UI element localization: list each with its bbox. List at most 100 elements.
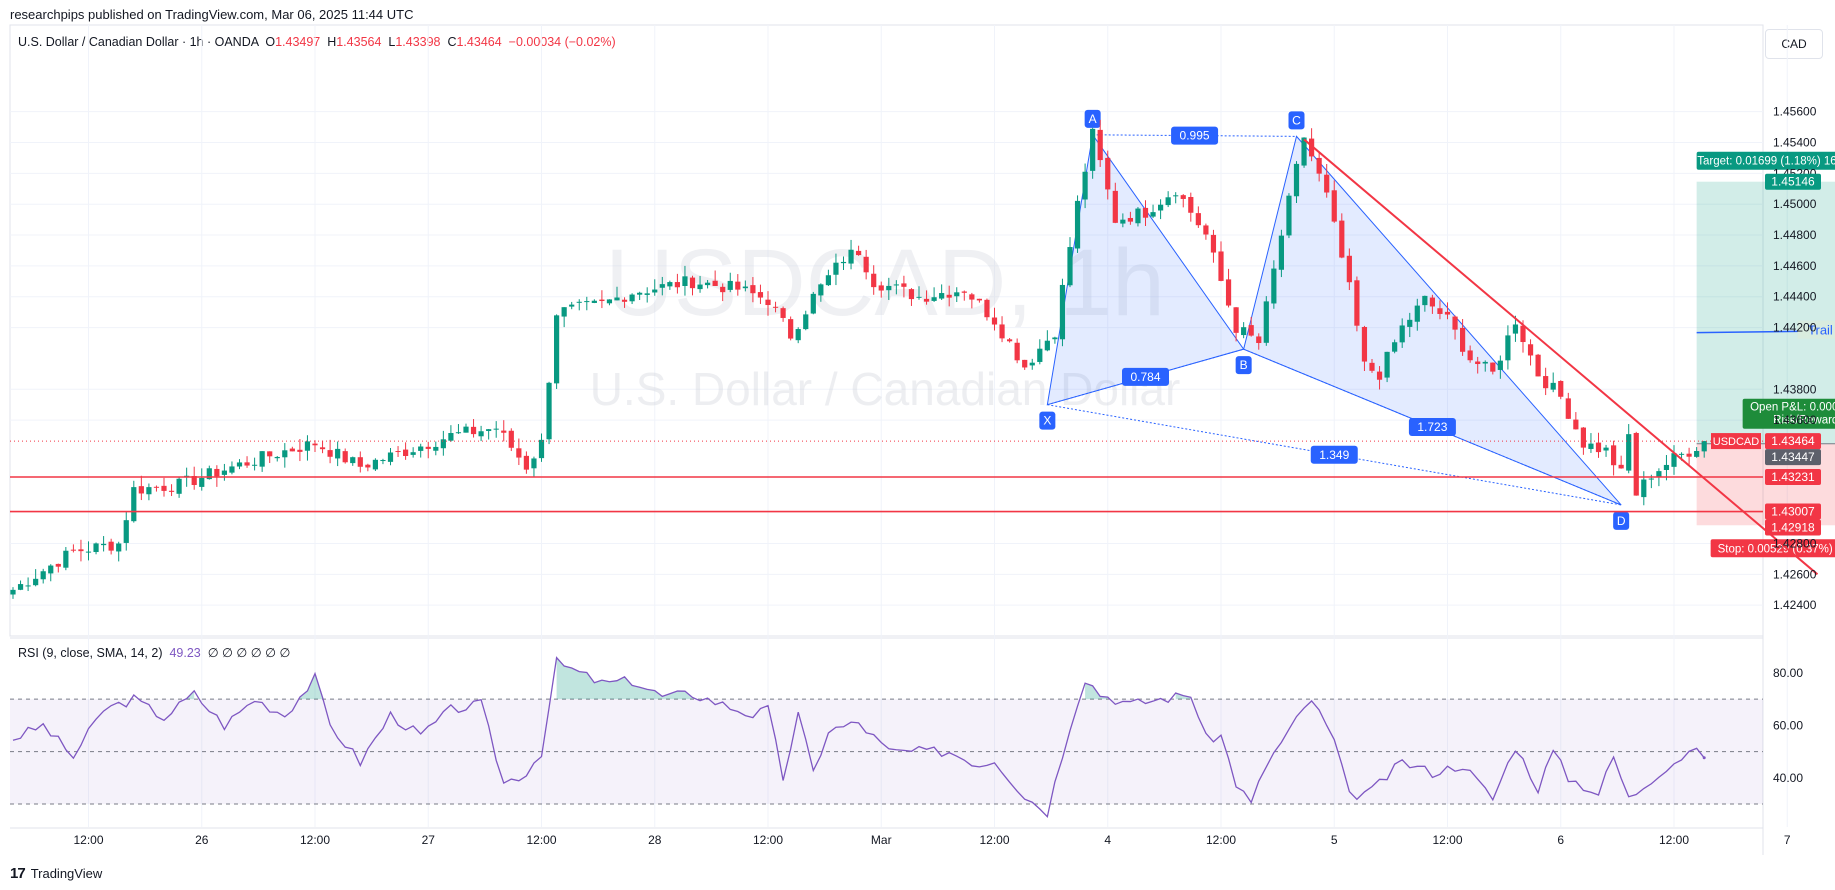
candle-body bbox=[901, 283, 907, 287]
candle-body bbox=[1384, 351, 1390, 378]
candle-body bbox=[1678, 453, 1685, 455]
candle-body bbox=[765, 299, 771, 306]
candle-body bbox=[1022, 359, 1028, 368]
candle-body bbox=[448, 433, 454, 441]
candle-body bbox=[493, 428, 499, 430]
axes-layer: 1.456001.454001.452001.450001.448001.446… bbox=[73, 105, 1821, 847]
trail-note-text: Trail SL to BE bbox=[1808, 323, 1835, 338]
target-badge bbox=[1696, 151, 1835, 170]
candle-body bbox=[591, 300, 597, 303]
candle-body bbox=[365, 464, 371, 468]
candle-body bbox=[795, 329, 801, 341]
candle-body bbox=[1505, 335, 1511, 361]
candle-body bbox=[410, 452, 416, 455]
symbol-price-badge bbox=[1711, 433, 1761, 450]
candle-body bbox=[1225, 279, 1232, 306]
time-tick-label: 12:00 bbox=[300, 833, 330, 847]
time-tick-label: 12:00 bbox=[753, 833, 783, 847]
price-tick-label: 1.44200 bbox=[1773, 321, 1817, 335]
candle-body bbox=[463, 426, 469, 433]
candle-body bbox=[1044, 340, 1050, 351]
candle-body bbox=[1037, 348, 1043, 362]
price-tick-label: 1.42400 bbox=[1773, 598, 1817, 612]
symbol-legend[interactable]: U.S. Dollar / Canadian Dollar · 1h · OAN… bbox=[18, 35, 616, 49]
candle-body bbox=[1460, 327, 1466, 352]
candle-body bbox=[387, 452, 394, 462]
candle-body bbox=[991, 317, 998, 325]
price-tick-label: 1.43800 bbox=[1773, 382, 1817, 396]
tradingview-logo-icon: 17 bbox=[10, 865, 26, 882]
candle-body bbox=[176, 478, 182, 494]
price-tick-label: 1.42600 bbox=[1773, 567, 1817, 581]
candle-body bbox=[984, 299, 990, 318]
pattern-bcd-triangle bbox=[1243, 135, 1622, 506]
candle-body bbox=[153, 486, 160, 488]
ratio-badge bbox=[1122, 367, 1169, 386]
candle-body bbox=[168, 490, 175, 492]
pattern-xab-triangle bbox=[1046, 133, 1245, 406]
point-label-b: B bbox=[1240, 358, 1248, 372]
candle-body bbox=[584, 301, 590, 303]
candle-body bbox=[486, 429, 492, 432]
candle-body bbox=[85, 551, 92, 553]
candle-body bbox=[425, 446, 431, 449]
candle-body bbox=[1361, 326, 1368, 362]
rsi-tick-label: 80.00 bbox=[1773, 666, 1803, 680]
candle-body bbox=[720, 286, 726, 293]
time-tick-label: Mar bbox=[871, 833, 892, 847]
close-label: C bbox=[447, 35, 457, 49]
candle-body bbox=[1369, 362, 1375, 371]
candle-body bbox=[538, 439, 545, 459]
candle-body bbox=[342, 451, 348, 463]
rsi-legend[interactable]: RSI (9, close, SMA, 14, 2) 49.23 ∅ ∅ ∅ ∅… bbox=[18, 645, 290, 660]
candle-body bbox=[531, 458, 537, 469]
price-badge bbox=[1765, 503, 1821, 520]
candle-body bbox=[357, 457, 363, 467]
time-tick-label: 12:00 bbox=[1432, 833, 1462, 847]
rsi-last-point bbox=[1702, 756, 1706, 760]
candle-body bbox=[229, 466, 235, 473]
candle-body bbox=[569, 304, 575, 307]
candle-body bbox=[1256, 336, 1262, 344]
footer-brand[interactable]: 17 TradingView bbox=[10, 865, 102, 882]
pnl-badge bbox=[1742, 398, 1835, 429]
candle-body bbox=[403, 449, 409, 456]
candle-body bbox=[1354, 280, 1360, 326]
candle-body bbox=[55, 563, 61, 567]
candle-body bbox=[1127, 217, 1133, 222]
ratio-label: 1.349 bbox=[1319, 448, 1349, 462]
candle-body bbox=[908, 289, 915, 300]
candle-body bbox=[750, 285, 756, 294]
candle-body bbox=[1550, 382, 1556, 390]
watermark-description: U.S. Dollar / Canadian Dollar bbox=[590, 363, 1181, 415]
candle-body bbox=[199, 477, 205, 487]
candle-body bbox=[1135, 208, 1141, 224]
candle-body bbox=[1331, 190, 1337, 222]
price-badge bbox=[1765, 449, 1821, 466]
candle-body bbox=[863, 256, 869, 273]
time-tick-label: 12:00 bbox=[73, 833, 103, 847]
candle-body bbox=[1097, 129, 1103, 161]
candle-body bbox=[893, 284, 899, 286]
candle-body bbox=[1444, 311, 1451, 315]
price-badge bbox=[1765, 173, 1821, 190]
symbol-name[interactable]: U.S. Dollar / Canadian Dollar · 1h · OAN… bbox=[18, 35, 259, 49]
pnl-label: Open P&L: 0.00017, Qty: 472589 bbox=[1750, 402, 1835, 414]
candle-body bbox=[244, 462, 250, 466]
candle-body bbox=[101, 543, 107, 546]
candle-body bbox=[788, 319, 794, 339]
low-label: L bbox=[388, 35, 396, 49]
point-badge bbox=[1613, 511, 1630, 530]
price-tick-label: 1.42800 bbox=[1773, 536, 1817, 550]
currency-button[interactable]: CAD bbox=[1765, 29, 1823, 59]
target-label: Target: 0.01699 (1.18%) 169.9, Amount: 1… bbox=[1697, 156, 1835, 168]
candle-body bbox=[395, 451, 401, 453]
candle-body bbox=[1029, 362, 1035, 366]
point-label-a: A bbox=[1089, 112, 1097, 126]
point-badge bbox=[1084, 109, 1101, 128]
candle-body bbox=[1339, 220, 1345, 258]
candle-body bbox=[1150, 212, 1156, 217]
candle-body bbox=[1248, 325, 1254, 336]
price-tick-label: 1.43600 bbox=[1773, 413, 1817, 427]
